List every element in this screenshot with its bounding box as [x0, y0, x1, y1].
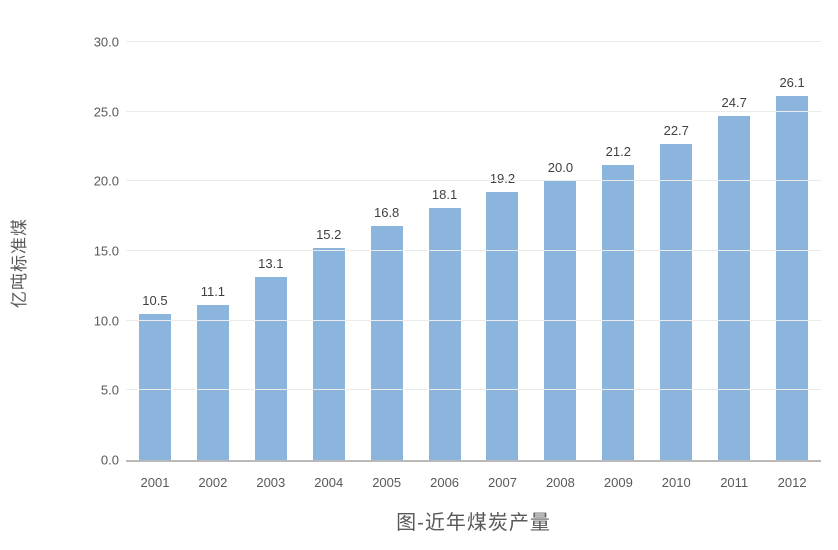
bar-value-label: 24.7 [721, 94, 747, 110]
bar-2012 [776, 96, 809, 460]
x-axis-tick-labels: 2001 2002 2003 2004 2005 2006 2007 2008 2009 2010… [126, 462, 821, 490]
bar-value-label: 13.1 [258, 256, 284, 272]
bar-value-label: 20.0 [547, 160, 574, 176]
bar-2009 [602, 164, 635, 460]
chart-title: 图-近年煤炭产量 [396, 512, 551, 534]
bar-slot: 11.1 [184, 42, 242, 460]
x-tick-label: 2003 [256, 475, 286, 490]
bar-value-label: 21.2 [605, 143, 631, 159]
y-tick-label: 10.0 [93, 313, 119, 329]
bar-value-label: 10.5 [142, 292, 168, 308]
y-tick-label: 30.0 [93, 34, 119, 50]
x-tick-label: 2002 [198, 475, 228, 490]
x-tick-label: 2012 [777, 475, 807, 490]
bar-2008 [544, 181, 577, 460]
bar-slot: 15.2 [300, 42, 358, 460]
bar-value-label: 22.7 [663, 122, 689, 138]
x-tick-label: 2009 [603, 475, 633, 490]
gridline [126, 180, 821, 182]
bar-value-label: 19.2 [489, 171, 516, 187]
gridline [126, 250, 821, 251]
bar-slot: 22.7 [647, 42, 705, 460]
gridline [126, 319, 821, 321]
bar-slot: 24.7 [705, 42, 763, 460]
bar-2002 [196, 305, 229, 460]
gridline [126, 110, 821, 112]
bar-value-label: 18.1 [431, 186, 458, 202]
x-tick-label: 2001 [140, 475, 170, 490]
x-tick-label: 2007 [488, 475, 517, 490]
x-tick-label: 2008 [545, 475, 575, 490]
y-tick-label: 0.0 [100, 452, 119, 468]
x-tick-label: 2006 [430, 475, 460, 490]
bar-2011 [718, 115, 751, 460]
bar-slot: 26.1 [763, 42, 821, 460]
bars-row: 10.5 11.1 13.1 15.2 16.8 18.1 19.2 20.0 21.2 22.7… [126, 42, 821, 460]
bar-2006 [428, 207, 461, 460]
bar-slot: 19.2 [474, 42, 532, 460]
y-tick-label: 15.0 [93, 243, 119, 259]
x-tick-label: 2011 [720, 475, 749, 490]
bar-slot: 16.8 [358, 42, 416, 460]
bar-2004 [312, 248, 345, 460]
bar-2001 [138, 313, 171, 460]
bar-2003 [254, 277, 287, 460]
bar-2007 [486, 192, 519, 460]
gridline [126, 41, 821, 42]
bar-slot: 20.0 [531, 42, 589, 460]
bar-value-label: 11.1 [200, 284, 226, 300]
gridline [126, 389, 821, 391]
bar-value-label: 15.2 [316, 227, 342, 243]
y-tick-label: 5.0 [100, 382, 119, 398]
x-tick-label: 2005 [372, 475, 402, 490]
bar-slot: 21.2 [589, 42, 647, 460]
x-tick-label: 2010 [661, 475, 691, 490]
bar-2005 [370, 225, 403, 460]
bar-2010 [660, 143, 693, 460]
plot-area: 10.5 11.1 13.1 15.2 16.8 18.1 19.2 20.0 21.2 22.7… [126, 41, 821, 462]
y-tick-label: 25.0 [93, 104, 119, 120]
bar-value-label: 26.1 [779, 75, 805, 91]
bar-slot: 18.1 [416, 42, 474, 460]
y-tick-label: 20.0 [93, 173, 119, 189]
bar-slot: 13.1 [242, 42, 300, 460]
bar-slot: 10.5 [126, 42, 184, 460]
y-axis-tick-labels: 0.0 5.0 10.0 15.0 20.0 25.0 30.0 [0, 36, 119, 467]
x-tick-label: 2004 [314, 475, 344, 490]
bar-value-label: 16.8 [373, 204, 400, 220]
